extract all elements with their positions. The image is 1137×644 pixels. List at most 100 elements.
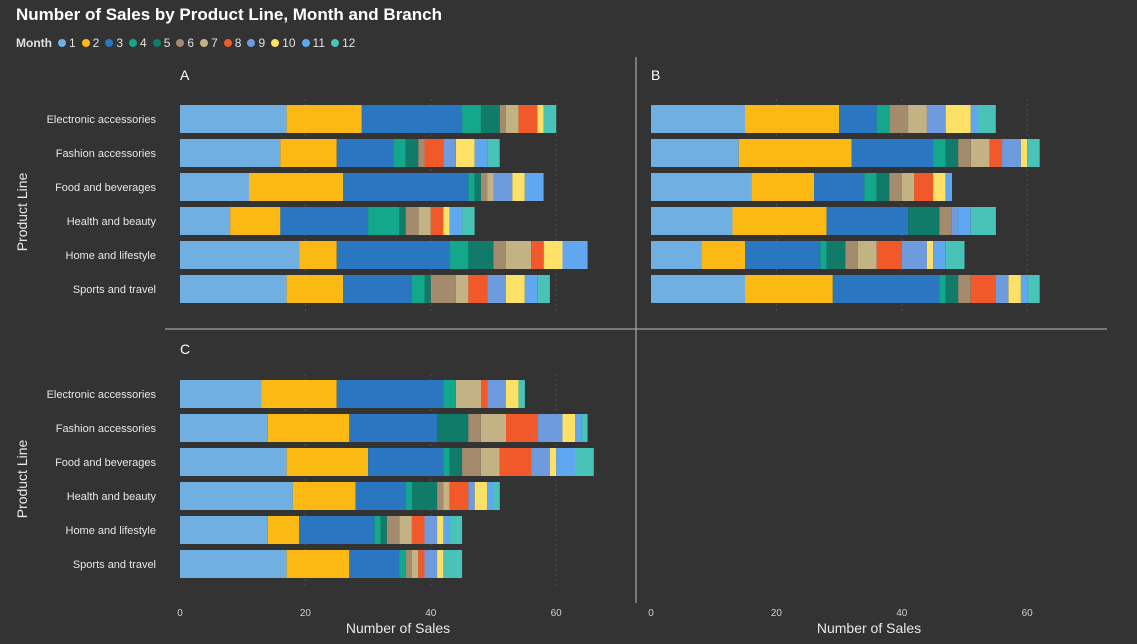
bar-segment-C-1-month-1[interactable] [180, 414, 268, 442]
bar-segment-C-4-month-11[interactable] [443, 516, 450, 544]
bar-segment-C-3-month-11[interactable] [487, 482, 494, 510]
bar-segment-C-1-month-10[interactable] [562, 414, 576, 442]
bar-segment-C-2-month-4[interactable] [443, 448, 450, 476]
bar-segment-C-5-month-10[interactable] [437, 550, 444, 578]
bar-segment-B-1-month-10[interactable] [1020, 139, 1028, 167]
bar-segment-B-0-month-6[interactable] [889, 105, 909, 133]
bar-segment-C-3-month-10[interactable] [474, 482, 488, 510]
bar-segment-C-5-month-4[interactable] [399, 550, 406, 578]
bar-segment-A-2-month-1[interactable] [180, 173, 249, 201]
bar-segment-A-1-month-11[interactable] [474, 139, 488, 167]
bar-segment-C-3-month-8[interactable] [449, 482, 469, 510]
legend-item-5[interactable]: 5 [152, 36, 170, 50]
bar-segment-A-0-month-7[interactable] [506, 105, 519, 133]
bar-segment-B-4-month-4[interactable] [820, 241, 827, 269]
bar-segment-C-4-month-1[interactable] [180, 516, 268, 544]
bar-segment-C-4-month-4[interactable] [374, 516, 381, 544]
bar-segment-C-3-month-6[interactable] [437, 482, 444, 510]
bar-segment-B-5-month-2[interactable] [745, 275, 833, 303]
bar-segment-A-1-month-12[interactable] [487, 139, 500, 167]
bar-segment-A-2-month-11[interactable] [524, 173, 544, 201]
bar-segment-B-5-month-4[interactable] [939, 275, 946, 303]
bar-segment-A-5-month-6[interactable] [430, 275, 456, 303]
bar-segment-B-5-month-10[interactable] [1008, 275, 1021, 303]
bar-segment-C-5-month-3[interactable] [349, 550, 400, 578]
bar-segment-C-2-month-5[interactable] [449, 448, 463, 476]
bar-segment-C-4-month-3[interactable] [299, 516, 375, 544]
bar-segment-B-4-month-11[interactable] [933, 241, 946, 269]
bar-segment-A-5-month-11[interactable] [524, 275, 538, 303]
bar-segment-A-4-month-3[interactable] [336, 241, 450, 269]
bar-segment-C-2-month-2[interactable] [286, 448, 369, 476]
bar-segment-B-3-month-1[interactable] [651, 207, 733, 235]
bar-segment-C-4-month-8[interactable] [412, 516, 425, 544]
bar-segment-C-3-month-2[interactable] [292, 482, 356, 510]
bar-segment-B-4-month-5[interactable] [826, 241, 846, 269]
bar-segment-A-5-month-2[interactable] [286, 275, 343, 303]
bar-segment-A-4-month-8[interactable] [531, 241, 544, 269]
bar-segment-C-3-month-5[interactable] [412, 482, 438, 510]
bar-segment-B-1-month-8[interactable] [989, 139, 1003, 167]
bar-segment-C-1-month-7[interactable] [481, 414, 507, 442]
bar-segment-B-2-month-5[interactable] [876, 173, 890, 201]
bar-segment-B-1-month-4[interactable] [933, 139, 946, 167]
bar-segment-A-2-month-7[interactable] [487, 173, 494, 201]
legend-item-9[interactable]: 9 [247, 36, 265, 50]
bar-segment-A-5-month-3[interactable] [343, 275, 412, 303]
bar-segment-C-4-month-2[interactable] [267, 516, 300, 544]
bar-segment-C-0-month-1[interactable] [180, 380, 262, 408]
bar-segment-A-3-month-10[interactable] [443, 207, 450, 235]
bar-segment-B-5-month-3[interactable] [832, 275, 940, 303]
bar-segment-C-5-month-12[interactable] [443, 550, 463, 578]
bar-segment-B-1-month-12[interactable] [1027, 139, 1040, 167]
bar-segment-A-4-month-10[interactable] [543, 241, 563, 269]
bar-segment-B-3-month-6[interactable] [939, 207, 952, 235]
legend-item-2[interactable]: 2 [81, 36, 99, 50]
bar-segment-B-2-month-2[interactable] [751, 173, 814, 201]
bar-segment-C-0-month-2[interactable] [261, 380, 337, 408]
bar-segment-C-1-month-12[interactable] [581, 414, 588, 442]
bar-segment-B-4-month-9[interactable] [901, 241, 927, 269]
bar-segment-A-4-month-2[interactable] [299, 241, 337, 269]
bar-segment-A-0-month-5[interactable] [481, 105, 500, 133]
bar-segment-A-1-month-10[interactable] [455, 139, 475, 167]
bar-segment-B-2-month-7[interactable] [901, 173, 915, 201]
bar-segment-B-4-month-7[interactable] [857, 241, 877, 269]
bar-segment-C-3-month-9[interactable] [468, 482, 475, 510]
bar-segment-A-4-month-7[interactable] [506, 241, 532, 269]
bar-segment-A-0-month-2[interactable] [286, 105, 362, 133]
bar-segment-B-0-month-7[interactable] [908, 105, 927, 133]
bar-segment-A-2-month-3[interactable] [343, 173, 469, 201]
bar-segment-A-5-month-7[interactable] [455, 275, 469, 303]
legend-item-4[interactable]: 4 [129, 36, 147, 50]
bar-segment-B-0-month-4[interactable] [876, 105, 890, 133]
bar-segment-C-5-month-1[interactable] [180, 550, 287, 578]
bar-segment-C-2-month-7[interactable] [481, 448, 500, 476]
bar-segment-A-5-month-4[interactable] [412, 275, 425, 303]
bar-segment-A-5-month-10[interactable] [506, 275, 525, 303]
bar-segment-A-2-month-6[interactable] [481, 173, 488, 201]
bar-segment-B-3-month-5[interactable] [908, 207, 940, 235]
bar-segment-A-5-month-5[interactable] [424, 275, 431, 303]
bar-segment-B-5-month-5[interactable] [945, 275, 959, 303]
bar-segment-C-0-month-8[interactable] [481, 380, 488, 408]
bar-segment-C-4-month-9[interactable] [424, 516, 438, 544]
bar-segment-B-0-month-9[interactable] [926, 105, 946, 133]
bar-segment-A-2-month-5[interactable] [474, 173, 481, 201]
bar-segment-B-4-month-10[interactable] [926, 241, 934, 269]
bar-segment-B-4-month-6[interactable] [845, 241, 858, 269]
bar-segment-A-0-month-4[interactable] [462, 105, 481, 133]
bar-segment-B-4-month-1[interactable] [651, 241, 702, 269]
bar-segment-B-0-month-12[interactable] [977, 105, 996, 133]
bar-segment-B-1-month-9[interactable] [1002, 139, 1021, 167]
bar-segment-A-3-month-5[interactable] [399, 207, 406, 235]
bar-segment-C-2-month-6[interactable] [462, 448, 481, 476]
bar-segment-C-3-month-12[interactable] [493, 482, 500, 510]
bar-segment-B-5-month-11[interactable] [1020, 275, 1028, 303]
bar-segment-C-1-month-11[interactable] [575, 414, 582, 442]
bar-segment-C-5-month-9[interactable] [424, 550, 438, 578]
bar-segment-C-2-month-12[interactable] [575, 448, 594, 476]
bar-segment-B-2-month-10[interactable] [933, 173, 946, 201]
bar-segment-A-3-month-4[interactable] [368, 207, 400, 235]
bar-segment-A-3-month-7[interactable] [418, 207, 431, 235]
